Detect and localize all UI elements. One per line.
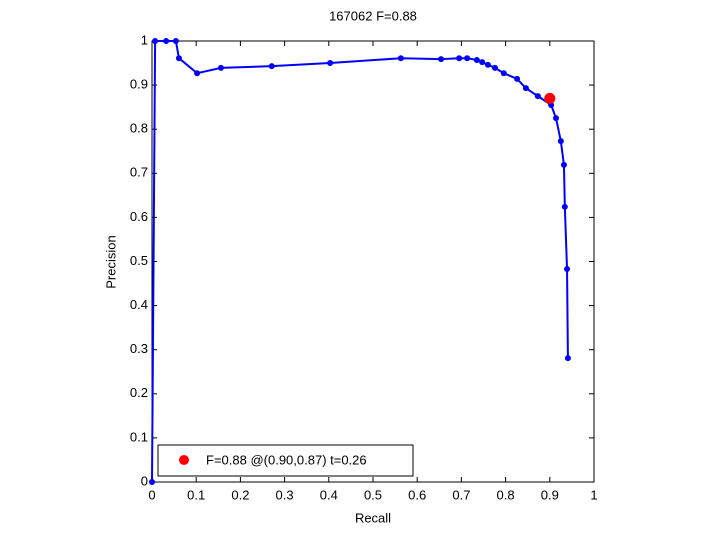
legend-box bbox=[157, 444, 414, 477]
y-tick-label: 0 bbox=[141, 473, 148, 488]
x-tick-label: 0 bbox=[148, 487, 155, 502]
x-tick-label: 1 bbox=[590, 487, 597, 502]
y-tick-label: 0.2 bbox=[130, 385, 148, 400]
curve-point bbox=[217, 64, 224, 71]
curve-point bbox=[564, 265, 571, 272]
curve-point bbox=[557, 138, 564, 145]
curve-point bbox=[552, 115, 559, 122]
axes-box bbox=[151, 40, 595, 483]
curve-point bbox=[397, 55, 404, 62]
curve-point bbox=[560, 161, 567, 168]
curve-point bbox=[438, 56, 445, 63]
curve-point bbox=[175, 55, 182, 62]
y-tick-label: 0.7 bbox=[130, 165, 148, 180]
best-point bbox=[544, 92, 556, 104]
curve-point bbox=[172, 38, 179, 44]
curve-point bbox=[464, 55, 471, 62]
curve-point bbox=[484, 61, 491, 68]
y-tick-label: 1 bbox=[141, 32, 148, 47]
curve-point bbox=[561, 203, 568, 210]
curve-point bbox=[500, 70, 507, 77]
x-tick-label: 0.2 bbox=[231, 487, 249, 502]
curve-point bbox=[163, 38, 170, 44]
curve-point bbox=[491, 64, 498, 71]
y-tick-label: 0.6 bbox=[130, 209, 148, 224]
legend-marker bbox=[179, 455, 189, 465]
y-axis-label: Precision bbox=[103, 235, 118, 288]
curve-point bbox=[149, 479, 155, 485]
x-tick-label: 0.1 bbox=[187, 487, 205, 502]
curve-point bbox=[479, 59, 486, 66]
x-tick-label: 0.4 bbox=[320, 487, 338, 502]
y-tick-label: 0.4 bbox=[130, 297, 148, 312]
y-tick-label: 0.8 bbox=[130, 121, 148, 136]
curve-point bbox=[152, 38, 159, 44]
legend-label: F=0.88 @(0.90,0.87) t=0.26 bbox=[206, 452, 367, 467]
curve-point bbox=[534, 93, 541, 100]
y-tick-label: 0.3 bbox=[130, 341, 148, 356]
curve-point bbox=[564, 355, 571, 362]
x-tick-label: 0.3 bbox=[276, 487, 294, 502]
x-tick-label: 0.5 bbox=[364, 487, 382, 502]
x-tick-label: 0.9 bbox=[541, 487, 559, 502]
curve-point bbox=[473, 56, 480, 63]
curve-point bbox=[194, 70, 201, 77]
curve-point bbox=[456, 55, 463, 62]
x-tick-label: 0.7 bbox=[452, 487, 470, 502]
curve-point bbox=[522, 85, 529, 92]
curve-point bbox=[268, 63, 275, 70]
y-tick-label: 0.1 bbox=[130, 429, 148, 444]
curve-point bbox=[327, 60, 334, 67]
x-tick-label: 0.8 bbox=[497, 487, 515, 502]
x-tick-label: 0.6 bbox=[408, 487, 426, 502]
chart-title: 167062 F=0.88 bbox=[329, 8, 417, 23]
x-axis-label: Recall bbox=[355, 510, 391, 525]
curve-point bbox=[514, 75, 521, 82]
y-tick-label: 0.9 bbox=[130, 77, 148, 92]
y-tick-label: 0.5 bbox=[130, 253, 148, 268]
